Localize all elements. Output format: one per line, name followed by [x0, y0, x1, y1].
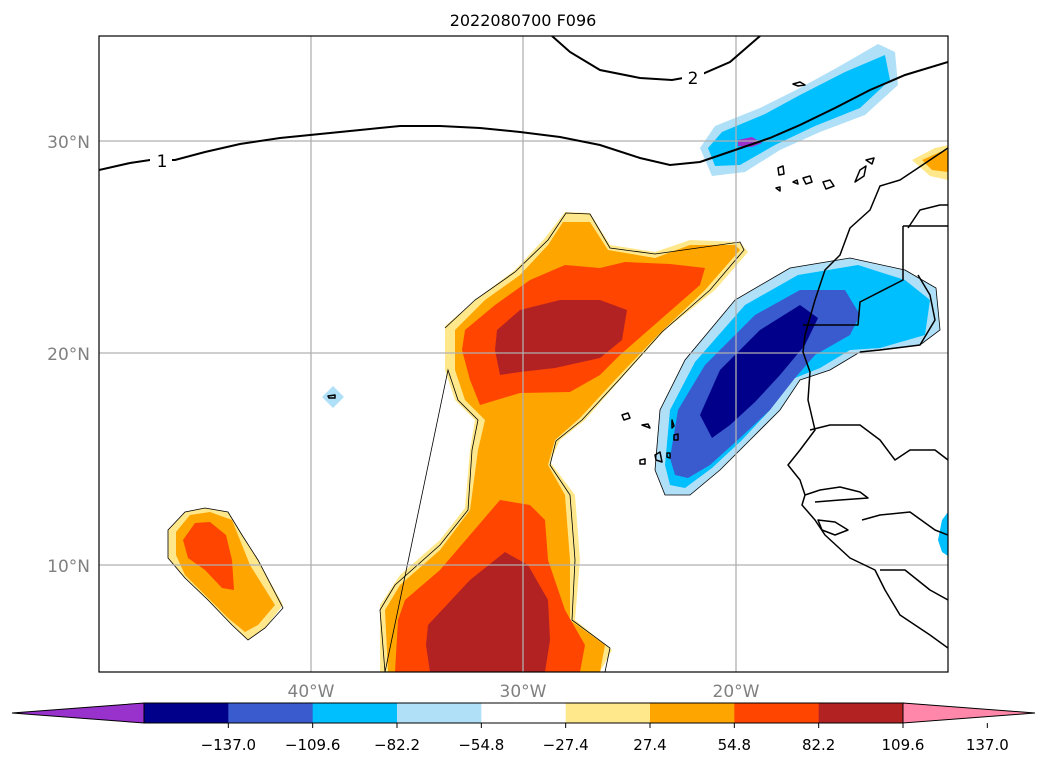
colorbar-box-4	[397, 703, 482, 723]
lon-label-20w: 20°W	[713, 682, 760, 702]
map-frame	[98, 35, 949, 673]
lat-label-20n: 20°N	[47, 345, 90, 365]
negative-anomaly-small	[322, 386, 344, 408]
colorbar-tick-label: −27.4	[543, 736, 589, 754]
colorbar-box-2	[228, 703, 314, 723]
map-gridlines	[99, 36, 948, 672]
colorbar-box-7	[650, 703, 735, 723]
colorbar-box-5	[481, 703, 567, 723]
colorbar-tick-label: −109.6	[285, 736, 341, 754]
colorbar-box-3	[312, 703, 398, 723]
colorbar-tick-label: 54.8	[718, 736, 751, 754]
colorbar-extend-low	[11, 702, 145, 724]
mslp-contours	[99, 36, 948, 171]
colorbar-tick-label: 82.2	[802, 736, 835, 754]
colorbar-tick-label: 137.0	[966, 736, 1009, 754]
positive-anomaly-west	[167, 507, 284, 641]
lon-label-30w: 30°W	[500, 682, 547, 702]
negative-anomaly-east-edge	[938, 512, 948, 556]
colorbar-box-1	[144, 703, 229, 723]
colorbar-box-9	[818, 703, 904, 723]
colorbar-tick-label: −82.2	[374, 736, 420, 754]
lon-label-40w: 40°W	[288, 682, 335, 702]
colorbar-box-6	[565, 703, 651, 723]
coastlines	[327, 81, 948, 649]
lat-label-10n: 10°N	[47, 557, 90, 577]
colorbar-tick-label: −137.0	[201, 736, 257, 754]
negative-anomaly-northeast	[700, 44, 898, 176]
contour-label-2: 2	[682, 67, 704, 89]
map-area: 1 2	[99, 36, 948, 672]
lat-label-30n: 30°N	[47, 133, 90, 153]
colorbar: −137.0 −109.6 −82.2 −54.8 −27.4 27.4 54.8 82.2 1…	[11, 702, 1036, 754]
figure-title: 2022080700 F096	[450, 11, 597, 30]
colorbar-tick-label: 27.4	[633, 736, 666, 754]
colorbar-tick-label: 109.6	[882, 736, 925, 754]
colorbar-extend-high	[902, 702, 1036, 724]
negative-anomaly-wave	[654, 257, 941, 496]
colorbar-box-8	[734, 703, 820, 723]
colorbar-tick-label: −54.8	[458, 736, 504, 754]
contour-label-2-text: 2	[688, 69, 699, 89]
colorbar-outline	[143, 702, 904, 724]
contour-label-1-text: 1	[157, 152, 168, 172]
contour-label-1: 1	[150, 150, 172, 172]
